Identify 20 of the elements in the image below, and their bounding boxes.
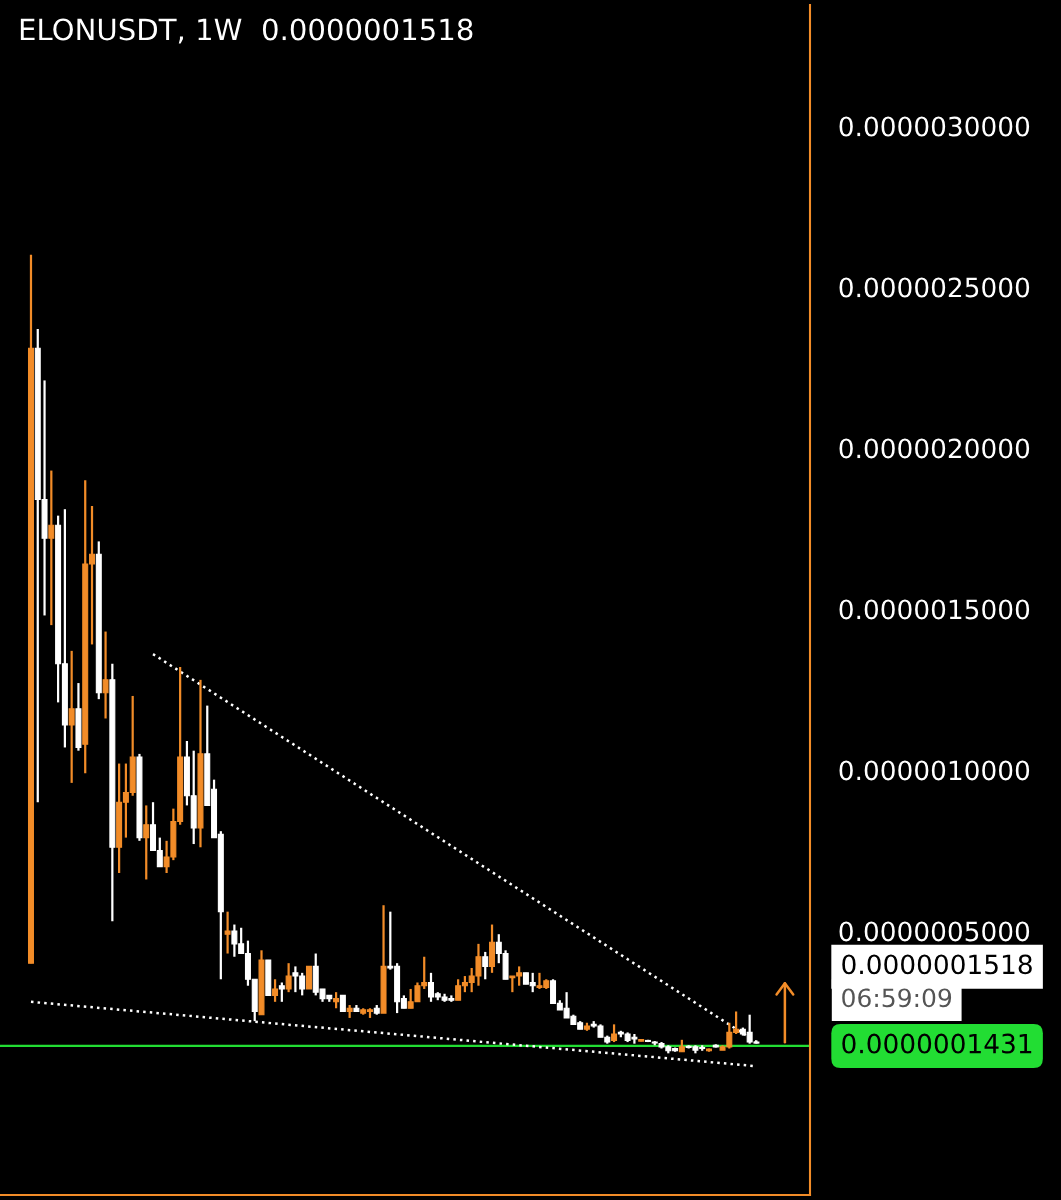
text: 06:59:09 xyxy=(842,988,952,1008)
candlestick xyxy=(224,910,231,955)
y-tick-label: 0.0000020000 xyxy=(839,438,1030,459)
chart-title: ELONUSDT, 1W 0.0000001518 xyxy=(20,18,473,44)
candlestick xyxy=(48,469,55,627)
candlestick xyxy=(68,649,75,784)
candlestick xyxy=(285,962,292,994)
y-tick-label: 0.0000005000 xyxy=(839,921,1030,942)
candlestick xyxy=(143,804,150,881)
y-tick-label: 0.0000010000 xyxy=(839,760,1030,781)
y-tick-label: 0.0000030000 xyxy=(839,116,1030,137)
ref-line-label: 0.0000001431 xyxy=(842,1033,1032,1054)
candlestick xyxy=(272,978,279,1003)
candlestick xyxy=(102,630,109,720)
candlestick xyxy=(278,981,285,1003)
candlestick xyxy=(482,950,489,981)
y-tick-label: 0.0000015000 xyxy=(839,599,1030,620)
y-tick-label: 0.0000025000 xyxy=(839,277,1030,298)
text: 0.0000001518 xyxy=(842,954,1032,975)
candlestick xyxy=(305,965,312,991)
